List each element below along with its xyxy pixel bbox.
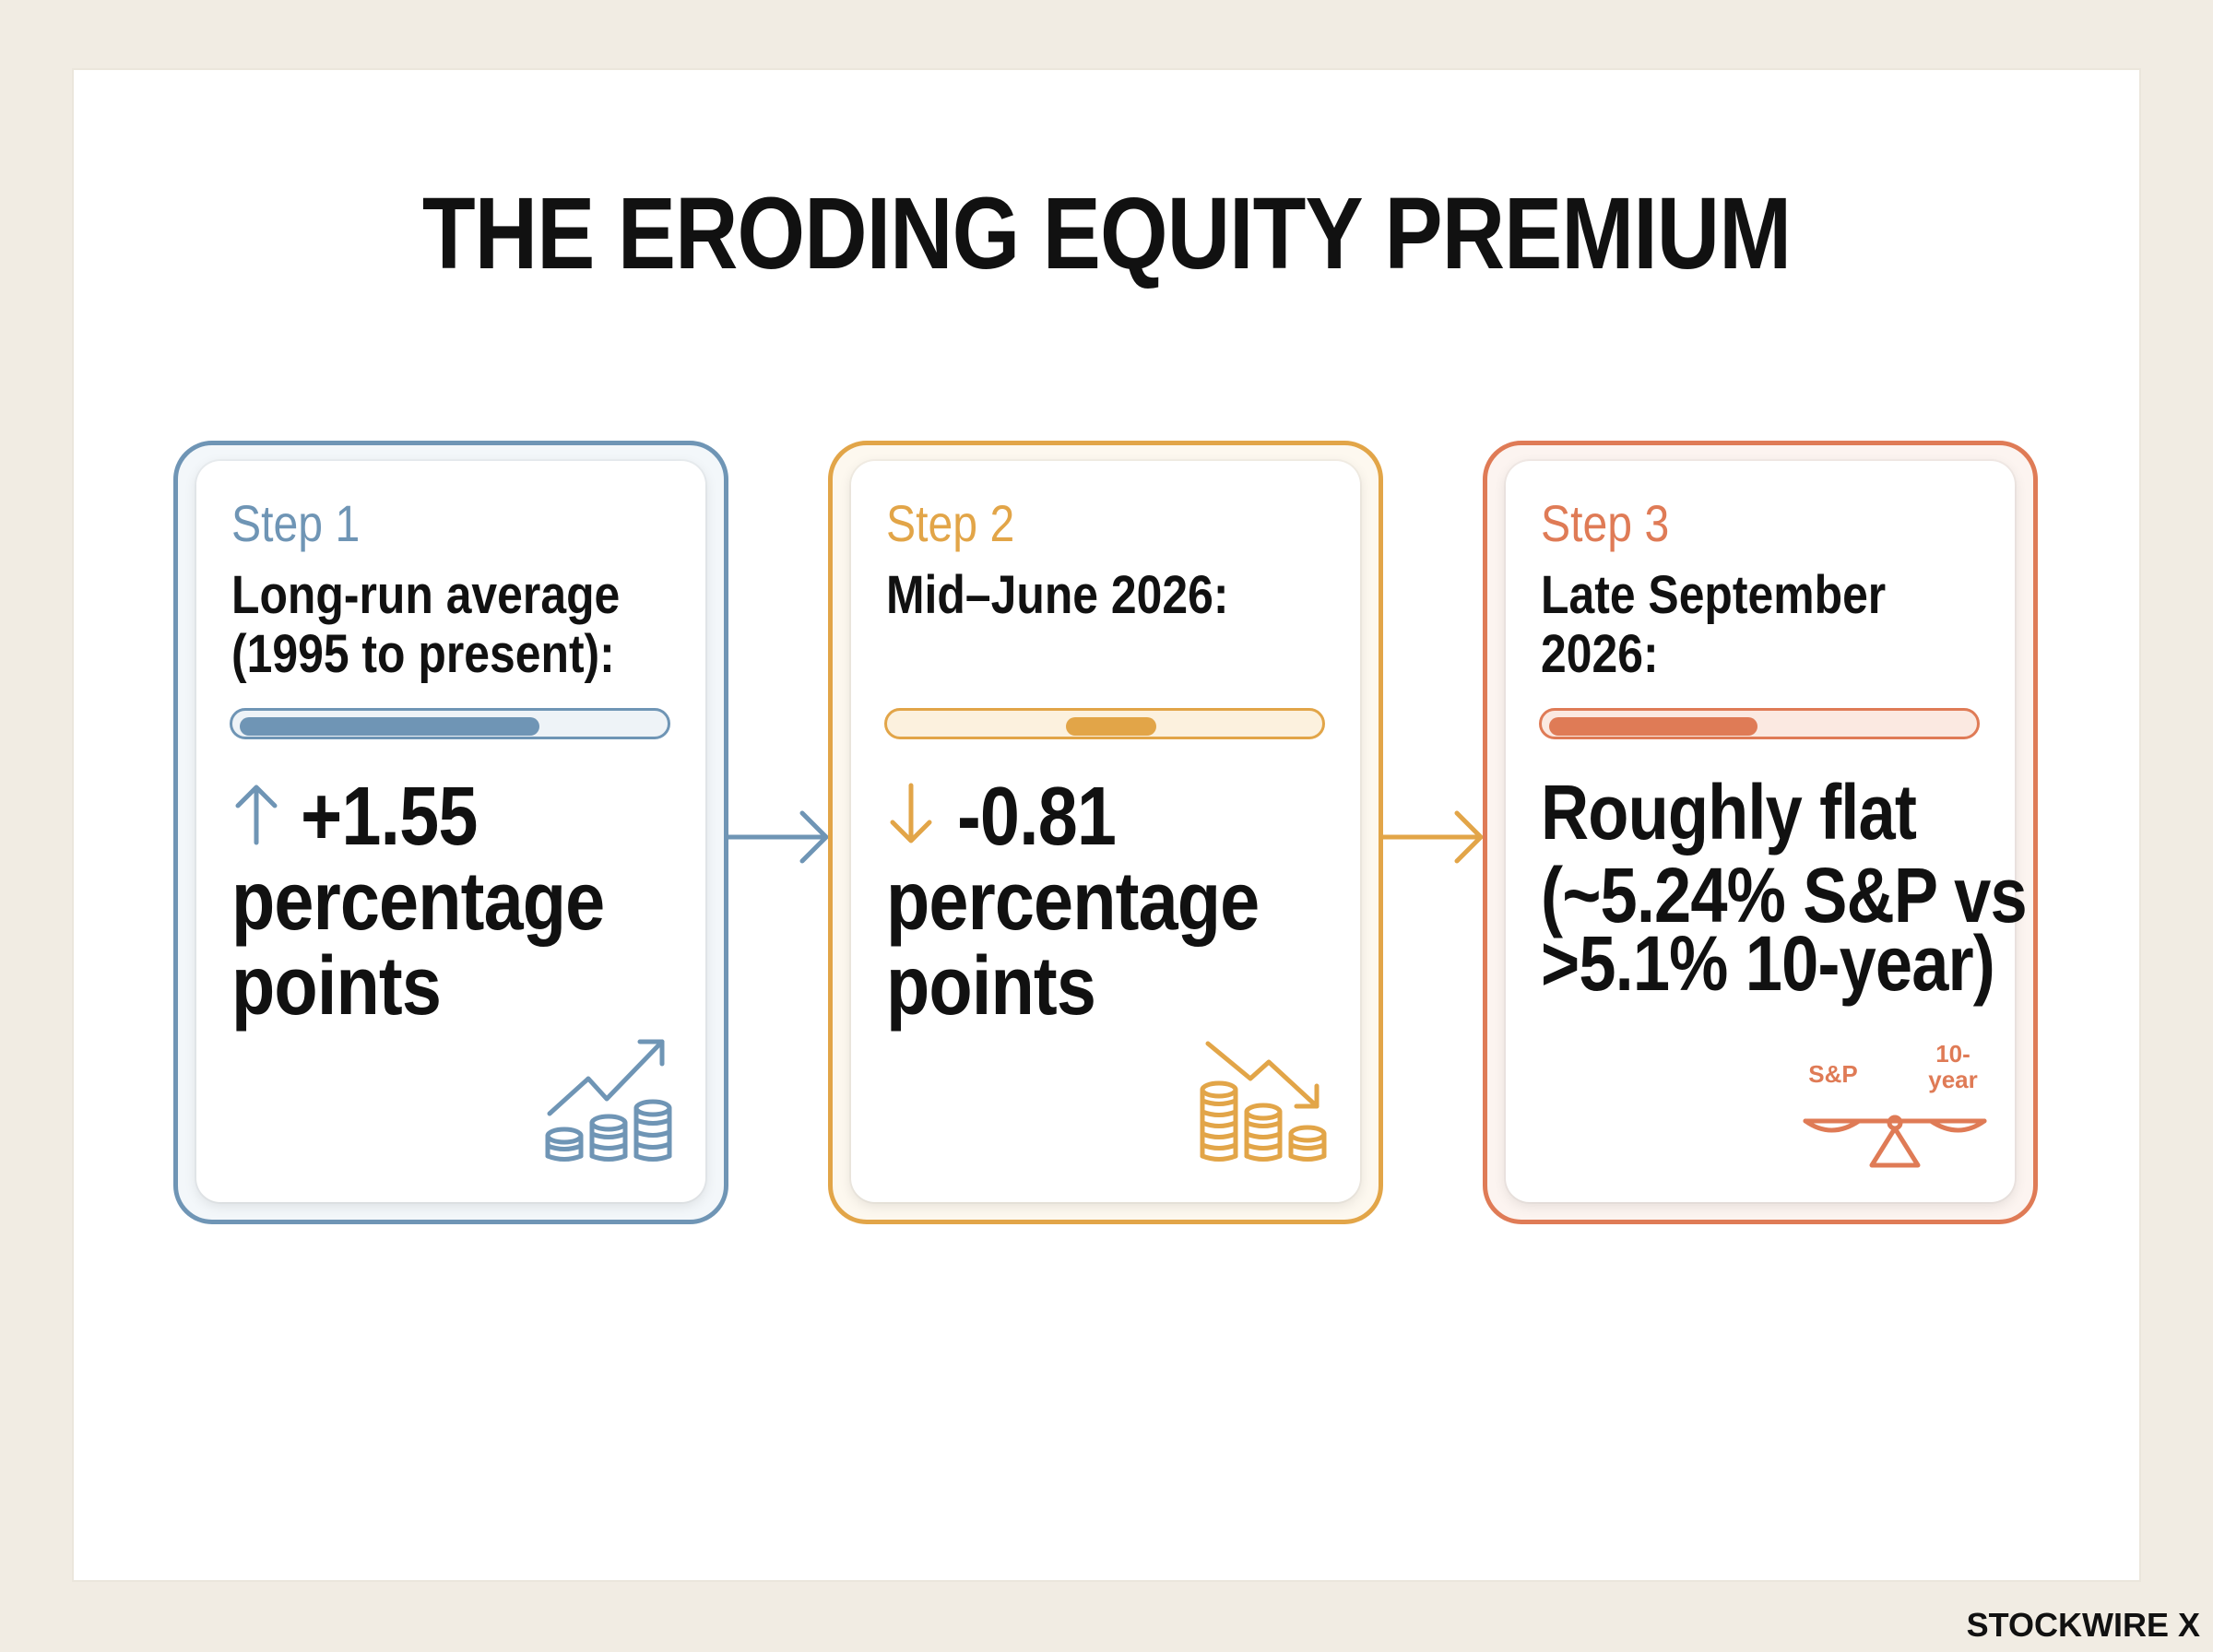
step-1-heading-line2: (1995 to present): (231, 624, 615, 684)
brand-logo: STOCKWIRE X (1966, 1606, 2200, 1644)
step-1-unit-line2: points (231, 940, 442, 1032)
step-3-summary-line3: >5.1% 10-year) (1541, 920, 1995, 1007)
step-1-heading-line1: Long-run average (231, 565, 621, 625)
up-arrow-icon (235, 785, 278, 845)
balance-scale-icon: S&P 10- year (1803, 1040, 1987, 1168)
step-3-label: Step 3 (1541, 494, 1670, 552)
connector-arrow-2 (1381, 810, 1484, 864)
step-1-progress-bar (230, 708, 670, 739)
scale-left-label: S&P (1808, 1060, 1857, 1088)
step-3-card (1506, 461, 2015, 1202)
step-3-summary-line1: Roughly flat (1541, 769, 1917, 856)
step-2-progress-fill (1066, 717, 1156, 736)
step-2-unit-line2: points (886, 940, 1096, 1032)
rising-coins-icon (545, 1039, 672, 1162)
step-3-progress-bar (1539, 708, 1980, 739)
step-2-value: -0.81 (957, 771, 1117, 863)
step-1-label: Step 1 (231, 494, 361, 552)
step-2-heading-line1: Mid–June 2026: (886, 565, 1229, 625)
step-2-card (851, 461, 1360, 1202)
step-1-value: +1.55 (301, 771, 478, 863)
down-arrow-icon (890, 783, 932, 844)
step-2-label: Step 2 (886, 494, 1015, 552)
step-2-unit-line1: percentage (886, 856, 1260, 948)
scale-right-label-line2: year (1928, 1066, 1978, 1093)
step-1-unit-line1: percentage (231, 856, 605, 948)
step-1-progress-fill (240, 717, 539, 736)
falling-coins-icon (1200, 1041, 1327, 1162)
step-3-summary-line2: (~5.24% S&P vs (1541, 852, 2028, 938)
step-2-progress-bar (884, 708, 1325, 739)
step-1-card (196, 461, 705, 1202)
page-title: THE ERODING EQUITY PREMIUM (421, 177, 1792, 290)
scale-right-label-line1: 10- (1935, 1040, 1970, 1068)
step-3-heading-line2: 2026: (1541, 624, 1659, 684)
connector-arrow-1 (727, 810, 829, 864)
step-3-heading-line1: Late September (1541, 565, 1887, 625)
step-3-progress-fill (1549, 717, 1757, 736)
